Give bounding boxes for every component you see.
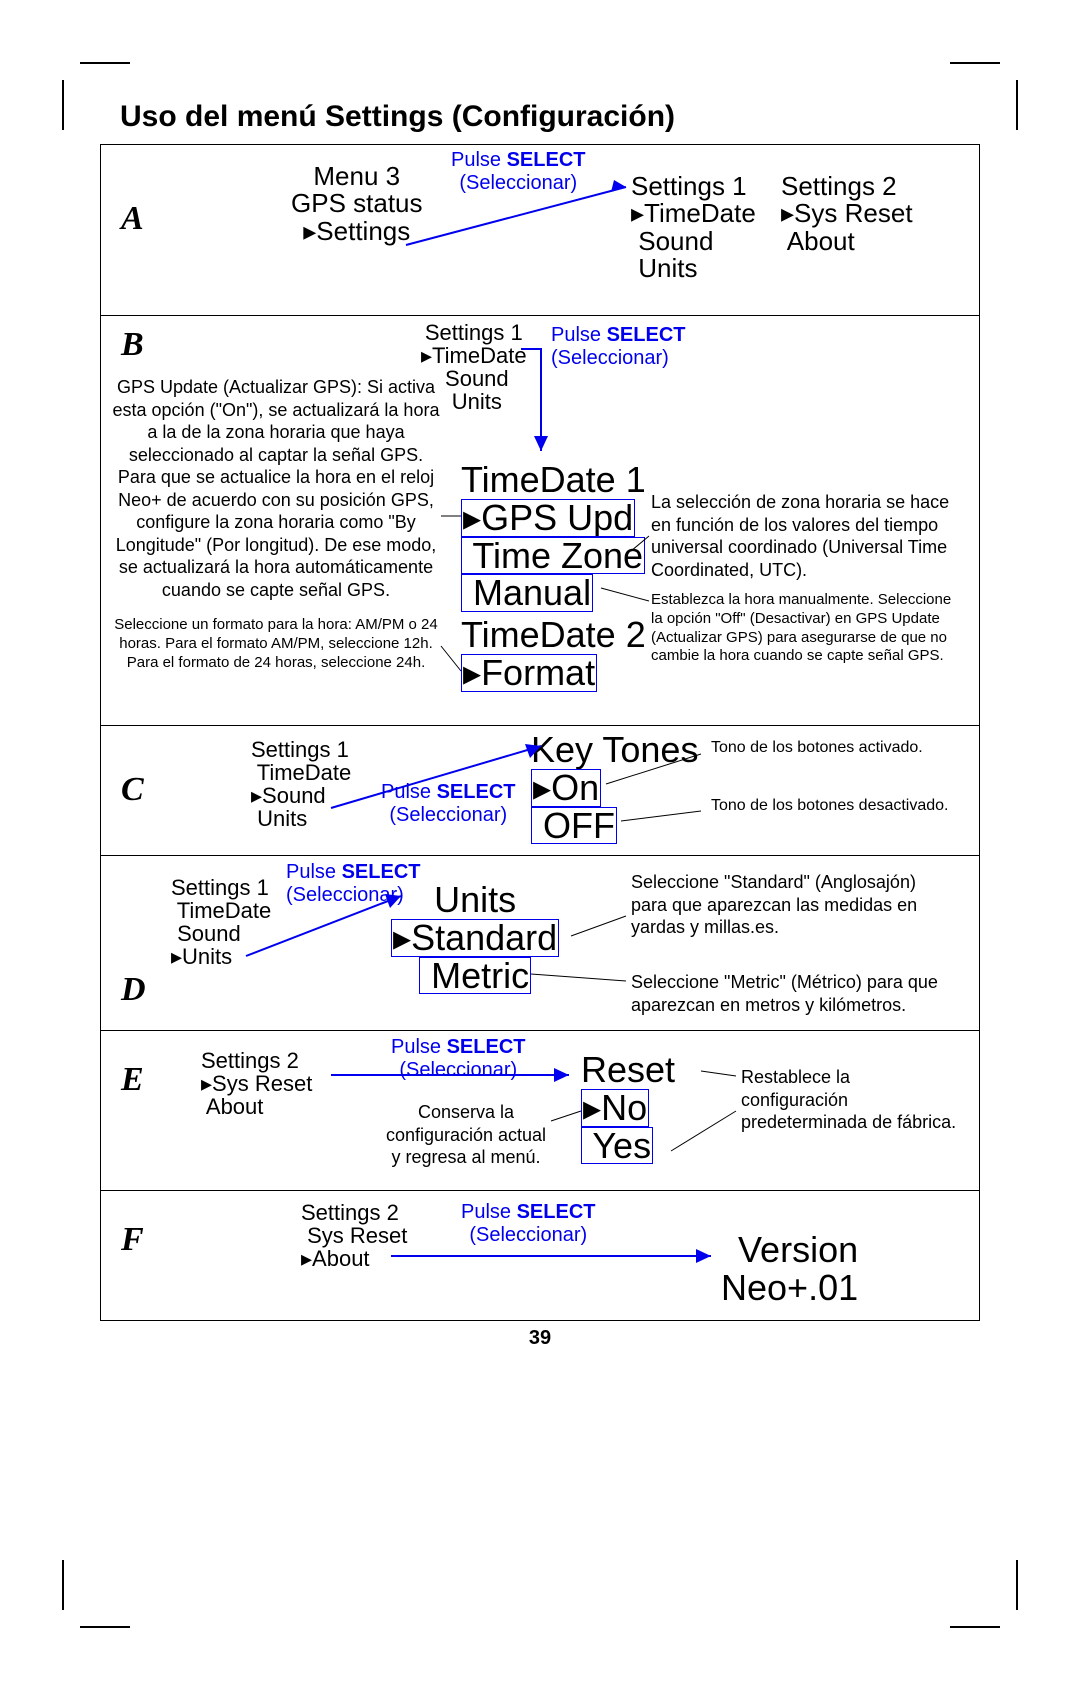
lcd-keytones-title: Key Tones	[531, 731, 698, 769]
lcd-settings2: Settings 2 ▸Sys Reset About	[781, 173, 913, 255]
select-hint: Pulse SELECT (Seleccionar)	[391, 1036, 526, 1082]
lcd-version: Version Neo+.01	[721, 1231, 858, 1307]
row-letter: C	[121, 771, 144, 809]
select-line2: (Seleccionar)	[469, 1224, 587, 1246]
note-on: Tono de los botones activado.	[711, 738, 951, 758]
lcd-settings2: Settings 2 ▸Sys Reset About	[201, 1049, 312, 1118]
select-line2: (Seleccionar)	[286, 884, 404, 906]
select-line1: Pulse SELECT	[551, 324, 686, 346]
note-gps-update: GPS Update (Actualizar GPS): Si activa e…	[111, 376, 441, 601]
lcd-settings1: Settings 1 ▸TimeDate Sound Units	[631, 173, 756, 282]
note-off: Tono de los botones desactivado.	[711, 796, 951, 816]
lcd-timedate2-title: TimeDate 2	[461, 616, 646, 654]
lcd-settings1: Settings 1 TimeDate Sound ▸Units	[171, 876, 271, 968]
select-hint: Pulse SELECT (Seleccionar)	[461, 1201, 596, 1247]
select-line2: (Seleccionar)	[389, 804, 507, 826]
instruction-panel: A Menu 3 GPS status ▸Settings Pulse SELE…	[100, 144, 980, 1321]
lcd-reset-title: Reset	[581, 1051, 675, 1089]
select-hint: Pulse SELECT (Seleccionar)	[381, 781, 516, 827]
page-number: 39	[80, 1327, 1000, 1350]
lcd-timedate1-title: TimeDate 1	[461, 461, 646, 499]
select-line1: Pulse SELECT	[381, 781, 516, 803]
row-f: F Settings 2 Sys Reset ▸About Pulse SELE…	[101, 1190, 979, 1320]
lcd-format: ▸Format	[461, 654, 597, 692]
select-line1: Pulse SELECT	[286, 861, 421, 883]
note-standard: Seleccione "Standard" (Anglosajón) para …	[631, 871, 941, 939]
select-line2: (Seleccionar)	[399, 1059, 517, 1081]
select-line1: Pulse SELECT	[461, 1201, 596, 1223]
note-yes: Restablece la configuración predetermina…	[741, 1066, 961, 1134]
select-line1: Pulse SELECT	[391, 1036, 526, 1058]
lcd-units-title: Units	[391, 881, 559, 919]
note-format: Seleccione un formato para la hora: AM/P…	[111, 616, 441, 672]
note-metric: Seleccione "Metric" (Métrico) para que a…	[631, 971, 961, 1016]
row-c: C Settings 1 TimeDate ▸Sound Units Pulse…	[101, 725, 979, 855]
select-hint: Pulse SELECT (Seleccionar)	[551, 324, 686, 370]
lcd-timezone: Time Zone	[461, 537, 645, 575]
lcd-manual: Manual	[461, 574, 593, 612]
lcd-metric: Metric	[419, 957, 531, 995]
lcd-settings2: Settings 2 Sys Reset ▸About	[301, 1201, 407, 1270]
lcd-menu3: Menu 3 GPS status ▸Settings	[291, 163, 423, 245]
row-letter: D	[121, 971, 146, 1009]
row-letter: F	[121, 1221, 144, 1259]
row-b: B Settings 1 ▸TimeDate Sound Units Pulse…	[101, 315, 979, 725]
row-letter: A	[121, 200, 144, 238]
lcd-off: OFF	[531, 807, 617, 845]
select-line1: Pulse SELECT	[451, 149, 586, 171]
lcd-gpsupd: ▸GPS Upd	[461, 499, 635, 537]
select-line2: (Seleccionar)	[551, 347, 669, 369]
note-timezone: La selección de zona horaria se hace en …	[651, 491, 951, 581]
note-no: Conserva la configuración actual y regre…	[381, 1101, 551, 1169]
row-a: A Menu 3 GPS status ▸Settings Pulse SELE…	[101, 145, 979, 315]
select-line2: (Seleccionar)	[459, 172, 577, 194]
page-title: Uso del menú Settings (Configuración)	[120, 100, 1000, 134]
lcd-settings1: Settings 1 TimeDate ▸Sound Units	[251, 738, 351, 830]
row-e: E Settings 2 ▸Sys Reset About Pulse SELE…	[101, 1030, 979, 1190]
row-letter: B	[121, 326, 144, 364]
note-manual: Establezca la hora manualmente. Seleccio…	[651, 591, 961, 666]
lcd-standard: ▸Standard	[391, 919, 559, 957]
row-letter: E	[121, 1061, 144, 1099]
lcd-reset-no: ▸No	[581, 1089, 649, 1127]
select-hint: Pulse SELECT (Seleccionar)	[451, 149, 586, 195]
lcd-on: ▸On	[531, 769, 601, 807]
row-d: D Settings 1 TimeDate Sound ▸Units Pulse…	[101, 855, 979, 1030]
lcd-reset-yes: Yes	[581, 1127, 653, 1165]
